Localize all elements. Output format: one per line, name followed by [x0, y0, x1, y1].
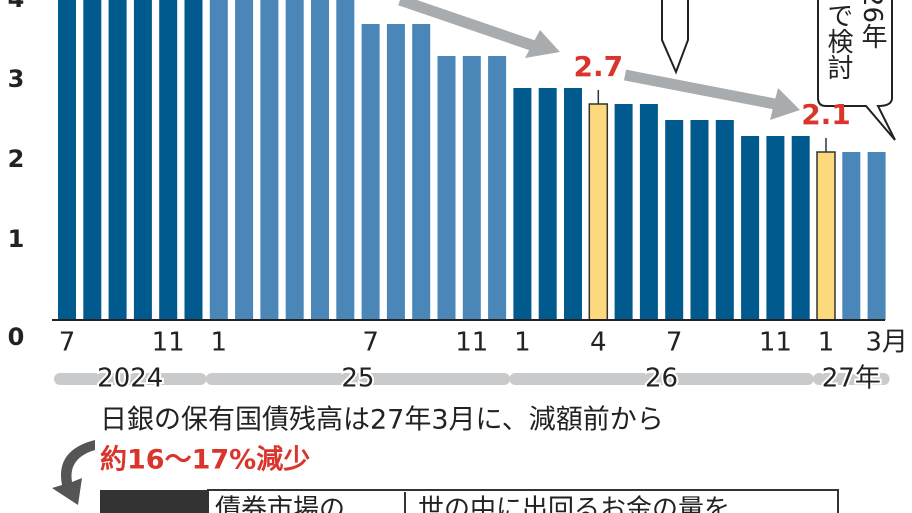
bar — [665, 120, 684, 320]
footer-text: 債券市場の — [215, 495, 345, 513]
footer-text: 世の中に出回るお金の量を — [418, 495, 730, 513]
bar — [816, 151, 836, 321]
bar — [235, 0, 254, 320]
bar — [209, 0, 228, 320]
year-label: 26 — [645, 364, 678, 394]
callout-bubble — [661, 0, 689, 75]
callout-text: で検討 — [823, 2, 853, 80]
year-band — [54, 373, 207, 385]
bar — [791, 136, 810, 320]
bar — [412, 24, 431, 320]
year-label: 27年 — [822, 364, 881, 394]
x-tick-label: 3月 — [865, 328, 908, 358]
bar — [690, 120, 709, 320]
x-tick-label: 7 — [59, 328, 76, 358]
bar — [311, 0, 329, 320]
x-tick-label: 1 — [514, 328, 531, 358]
bar — [462, 56, 481, 320]
callout-bubble — [817, 0, 896, 141]
x-tick-label: 4 — [590, 328, 607, 358]
data-label: 2.7 — [573, 50, 623, 83]
y-tick-label: 4 — [8, 0, 25, 13]
curved-arrow — [52, 440, 95, 505]
bar — [513, 88, 532, 320]
bar — [842, 152, 861, 320]
arrow-head — [770, 88, 800, 120]
arrow-head — [525, 30, 560, 58]
bar — [361, 24, 380, 320]
x-tick-label: 11 — [152, 328, 185, 358]
bar — [437, 56, 456, 320]
year-label: 2024 — [97, 364, 163, 394]
x-tick-label: 11 — [759, 328, 792, 358]
year-label: 25 — [341, 364, 374, 394]
year-band — [509, 373, 814, 385]
x-tick-label: 7 — [362, 328, 379, 358]
bar — [58, 0, 76, 320]
bar — [133, 0, 152, 320]
bar — [386, 24, 405, 320]
bar — [538, 88, 557, 320]
trend-arrow — [623, 69, 782, 111]
x-tick-label: 1 — [818, 328, 835, 358]
bar — [741, 136, 760, 320]
footer-label-box — [100, 490, 208, 513]
data-label: 2.1 — [801, 98, 851, 131]
bars — [58, 0, 886, 321]
bar — [766, 136, 785, 320]
bar — [639, 104, 658, 320]
bar — [614, 104, 633, 320]
y-tick-label: 3 — [8, 65, 25, 93]
y-tick-label: 2 — [8, 145, 25, 173]
year-band — [205, 373, 511, 385]
year-band — [813, 373, 890, 385]
bar — [867, 152, 886, 320]
bar — [260, 0, 279, 320]
bar — [588, 103, 609, 321]
bar — [159, 0, 178, 320]
y-tick-label: 1 — [8, 225, 25, 253]
y-tick-label: 0 — [8, 323, 25, 351]
bar — [83, 0, 102, 320]
footer-box — [207, 489, 839, 513]
bar — [564, 88, 582, 320]
callout-text: 26年 — [857, 0, 887, 49]
bar — [108, 0, 127, 320]
bar — [715, 120, 734, 320]
trend-arrow — [398, 0, 542, 54]
x-tick-label: 1 — [211, 328, 228, 358]
bar — [184, 0, 203, 320]
bar — [488, 56, 507, 320]
x-tick-label: 11 — [455, 328, 488, 358]
x-tick-label: 7 — [666, 328, 683, 358]
highlight-text: 約16～17%減少 — [100, 444, 310, 476]
bar — [285, 0, 304, 320]
summary-text: 日銀の保有国債残高は27年3月に、減額前から — [100, 405, 664, 436]
bar — [336, 0, 355, 320]
